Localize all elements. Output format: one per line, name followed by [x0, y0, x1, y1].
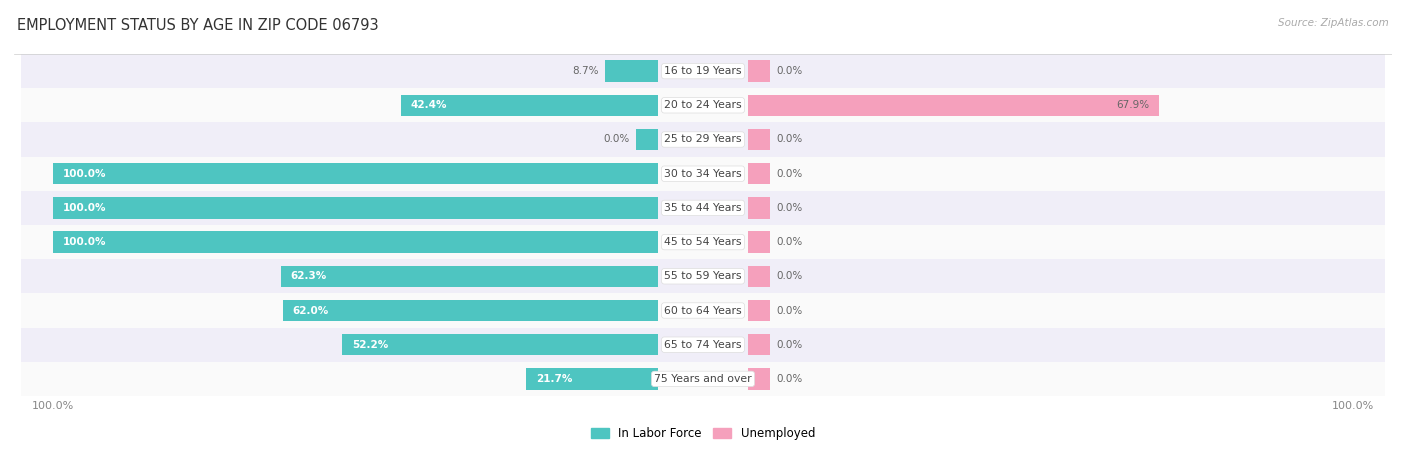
Text: 0.0%: 0.0% [776, 66, 803, 76]
Bar [281, 266, 658, 287]
Text: 0.0%: 0.0% [776, 169, 803, 179]
Text: 45 to 54 Years: 45 to 54 Years [664, 237, 742, 247]
Text: 67.9%: 67.9% [1116, 100, 1149, 110]
Bar [637, 129, 658, 150]
Bar [53, 197, 658, 219]
Bar [283, 300, 658, 321]
Text: 0.0%: 0.0% [776, 271, 803, 281]
Text: 0.0%: 0.0% [776, 203, 803, 213]
Bar [748, 231, 769, 253]
FancyBboxPatch shape [21, 191, 1385, 225]
Text: 30 to 34 Years: 30 to 34 Years [664, 169, 742, 179]
Bar [748, 300, 769, 321]
Bar [748, 163, 769, 184]
FancyBboxPatch shape [21, 362, 1385, 396]
FancyBboxPatch shape [21, 225, 1385, 259]
Bar [53, 231, 658, 253]
Bar [748, 334, 769, 356]
Text: 25 to 29 Years: 25 to 29 Years [664, 135, 742, 144]
Text: 65 to 74 Years: 65 to 74 Years [664, 340, 742, 350]
Bar [748, 60, 769, 82]
Text: 35 to 44 Years: 35 to 44 Years [664, 203, 742, 213]
Text: 62.3%: 62.3% [291, 271, 328, 281]
Text: 0.0%: 0.0% [776, 306, 803, 315]
Text: 8.7%: 8.7% [572, 66, 599, 76]
Text: 100.0%: 100.0% [63, 237, 107, 247]
Bar [748, 129, 769, 150]
Bar [748, 266, 769, 287]
Text: 52.2%: 52.2% [352, 340, 388, 350]
Text: 55 to 59 Years: 55 to 59 Years [664, 271, 742, 281]
Text: 16 to 19 Years: 16 to 19 Years [664, 66, 742, 76]
Text: 0.0%: 0.0% [776, 135, 803, 144]
Bar [342, 334, 658, 356]
FancyBboxPatch shape [21, 157, 1385, 191]
Text: 21.7%: 21.7% [536, 374, 572, 384]
Bar [748, 197, 769, 219]
Text: 62.0%: 62.0% [292, 306, 329, 315]
Text: EMPLOYMENT STATUS BY AGE IN ZIP CODE 06793: EMPLOYMENT STATUS BY AGE IN ZIP CODE 067… [17, 18, 378, 33]
FancyBboxPatch shape [21, 88, 1385, 122]
Text: 42.4%: 42.4% [411, 100, 447, 110]
FancyBboxPatch shape [21, 259, 1385, 293]
Bar [748, 368, 769, 390]
Legend: In Labor Force, Unemployed: In Labor Force, Unemployed [586, 423, 820, 445]
Bar [748, 94, 1159, 116]
Text: 0.0%: 0.0% [776, 374, 803, 384]
Bar [53, 163, 658, 184]
Text: 20 to 24 Years: 20 to 24 Years [664, 100, 742, 110]
Bar [526, 368, 658, 390]
FancyBboxPatch shape [21, 54, 1385, 88]
Text: 0.0%: 0.0% [603, 135, 630, 144]
FancyBboxPatch shape [21, 328, 1385, 362]
Text: 0.0%: 0.0% [776, 237, 803, 247]
Bar [605, 60, 658, 82]
FancyBboxPatch shape [21, 293, 1385, 328]
Text: 100.0%: 100.0% [63, 203, 107, 213]
Text: 75 Years and over: 75 Years and over [654, 374, 752, 384]
Text: 100.0%: 100.0% [63, 169, 107, 179]
Text: 60 to 64 Years: 60 to 64 Years [664, 306, 742, 315]
Text: Source: ZipAtlas.com: Source: ZipAtlas.com [1278, 18, 1389, 28]
Bar [401, 94, 658, 116]
Text: 0.0%: 0.0% [776, 340, 803, 350]
FancyBboxPatch shape [21, 122, 1385, 157]
